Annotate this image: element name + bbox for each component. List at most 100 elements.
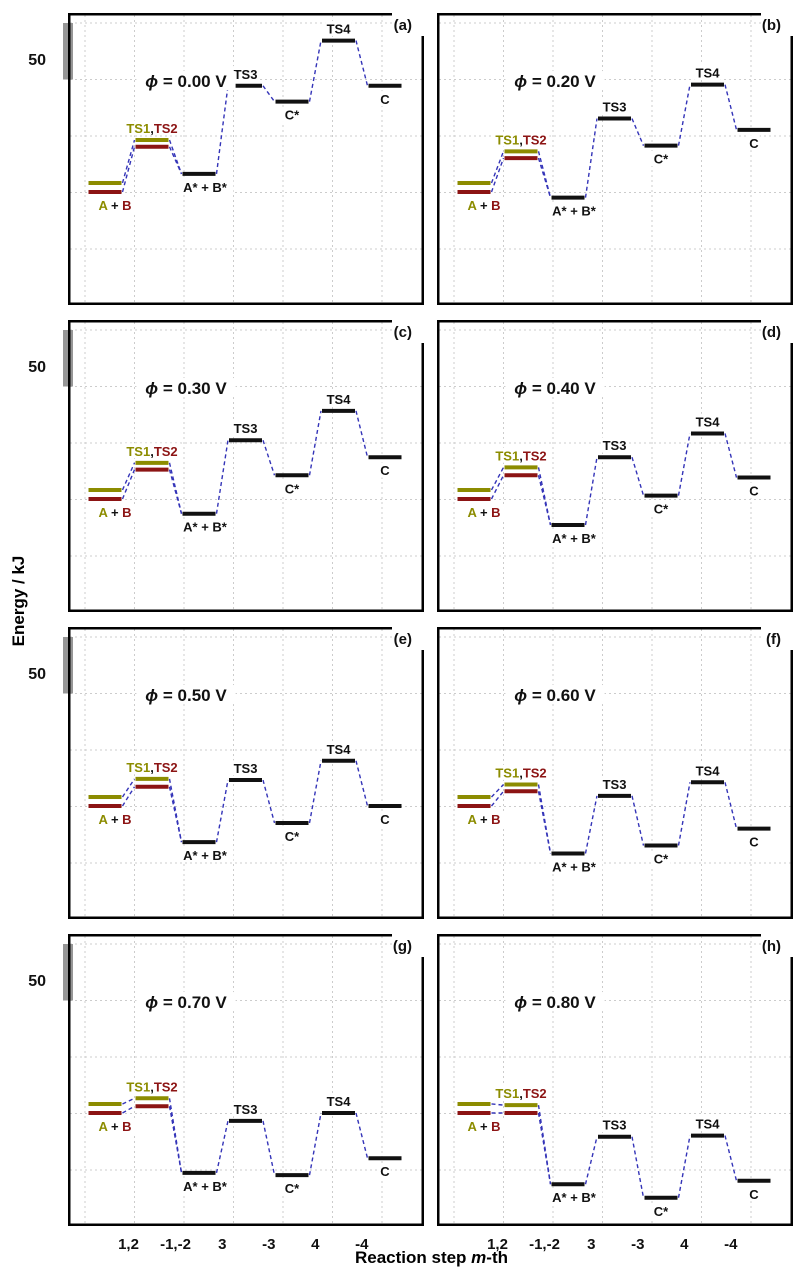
label-Astar-Bstar: A* + B* <box>183 848 228 863</box>
label-TS1-TS2: TS1,TS2 <box>495 766 546 781</box>
label-C-bg <box>748 833 760 849</box>
connector-A-TS1 <box>121 778 136 798</box>
label-C: C <box>380 1164 390 1179</box>
x-tick-label--3: -3 <box>631 1236 644 1253</box>
panel-bg <box>68 320 424 612</box>
label-Astar-Bstar-bg <box>176 1178 234 1194</box>
connector-TS2-AsBs <box>537 475 552 526</box>
label-TS3-bg <box>232 760 259 776</box>
connector-TS3-Cs <box>262 85 276 103</box>
label-Astar-Bstar-bg <box>545 1189 603 1205</box>
connector-TS4-C <box>355 410 369 458</box>
phi-label: ϕ = 0.40 V <box>514 379 596 398</box>
connector-TS2-AsBs <box>168 469 183 514</box>
connector-TS3-Cs <box>262 440 276 476</box>
label-TS1-TS2: TS1,TS2 <box>126 121 177 136</box>
label-TS4-bg <box>325 741 352 757</box>
x-tick-label-3: 3 <box>218 1236 226 1253</box>
phi-label-bg <box>505 378 605 398</box>
phi-label-bg <box>136 992 236 1012</box>
connector-TS3-Cs <box>631 1136 645 1198</box>
connector-TS3-Cs <box>631 118 645 146</box>
label-A-plus-B: A + B <box>98 505 131 520</box>
label-C: C <box>380 812 390 827</box>
label-A-plus-B-bg <box>94 504 136 520</box>
label-C-bg <box>379 1163 391 1179</box>
panel-bg <box>437 934 793 1226</box>
label-TS3-bg <box>232 1101 259 1117</box>
label-TS3: TS3 <box>234 761 258 776</box>
connector-A-TS1 <box>490 467 505 491</box>
label-Cstar: C* <box>654 502 669 517</box>
connector-TS3-Cs <box>262 779 276 824</box>
label-Cstar-bg <box>651 500 671 516</box>
connector-B-TS2 <box>490 157 505 193</box>
label-TS1-TS2-bg <box>492 764 550 780</box>
label-Astar-Bstar: A* + B* <box>552 1190 597 1205</box>
x-axis-title: Reaction step m-th <box>68 1248 795 1268</box>
connector-TS4-C <box>724 84 738 131</box>
label-C: C <box>380 92 390 107</box>
connector-AsBs-TS3 <box>215 85 229 175</box>
label-A-plus-B-bg <box>463 1118 505 1134</box>
label-A-plus-B: A + B <box>467 198 500 213</box>
label-TS1-TS2: TS1,TS2 <box>126 1079 177 1094</box>
connector-TS2-AsBs <box>537 791 552 854</box>
panel-bg <box>437 320 793 612</box>
panel-border <box>68 320 424 612</box>
corner-label: (h) <box>762 938 781 955</box>
phi-label-bg <box>505 685 605 705</box>
label-Astar-Bstar-bg <box>176 179 234 195</box>
connector-A-TS1 <box>490 151 505 184</box>
corner-label-bg <box>761 931 797 957</box>
connector-Cs-TS4 <box>677 433 691 496</box>
label-C: C <box>380 463 390 478</box>
label-Astar-Bstar: A* + B* <box>183 1179 228 1194</box>
label-Cstar-bg <box>282 480 302 496</box>
label-TS3-bg <box>601 98 628 114</box>
panel-border <box>437 627 793 919</box>
connector-TS1-AsBs <box>537 467 552 526</box>
label-A-plus-B-bg <box>463 504 505 520</box>
connector-TS4-C <box>724 782 738 829</box>
panel-bg <box>437 13 793 305</box>
label-TS3: TS3 <box>234 67 258 82</box>
connector-AsBs-TS3 <box>215 1120 229 1174</box>
label-Cstar-bg <box>282 106 302 122</box>
label-Cstar: C* <box>285 108 300 123</box>
label-TS3-bg <box>601 1117 628 1133</box>
label-Cstar: C* <box>654 1204 669 1219</box>
label-TS1-TS2-bg <box>123 443 181 459</box>
label-TS1-TS2: TS1,TS2 <box>495 1086 546 1101</box>
label-C: C <box>749 484 759 499</box>
label-TS4-bg <box>694 413 721 429</box>
connector-A-TS1 <box>491 1103 504 1106</box>
connector-Cs-TS4 <box>308 40 322 102</box>
connector-TS4-C <box>724 433 738 478</box>
label-TS4: TS4 <box>696 763 721 778</box>
label-A-plus-B: A + B <box>98 1119 131 1134</box>
connector-TS2-AsBs <box>168 786 183 843</box>
label-TS4-bg <box>694 762 721 778</box>
label-A-plus-B: A + B <box>467 812 500 827</box>
label-TS4: TS4 <box>327 1094 352 1109</box>
scale-bar-label: 50 <box>28 973 46 990</box>
panel-border <box>68 627 424 919</box>
connector-A-TS1 <box>121 462 136 491</box>
corner-label: (a) <box>394 17 412 34</box>
label-TS1-TS2: TS1,TS2 <box>126 760 177 775</box>
corner-label: (b) <box>762 17 781 34</box>
label-Astar-Bstar-bg <box>545 858 603 874</box>
corner-label-bg <box>761 10 797 36</box>
label-Cstar-bg <box>282 828 302 844</box>
label-TS4-bg <box>694 64 721 80</box>
x-tick-label--3: -3 <box>262 1236 275 1253</box>
x-tick-label--1,-2: -1,-2 <box>160 1236 191 1253</box>
label-Astar-Bstar-bg <box>176 847 234 863</box>
x-tick-label-4: 4 <box>680 1236 689 1253</box>
label-TS4: TS4 <box>696 66 721 81</box>
label-Cstar-bg <box>651 850 671 866</box>
label-Cstar-bg <box>282 1180 302 1196</box>
